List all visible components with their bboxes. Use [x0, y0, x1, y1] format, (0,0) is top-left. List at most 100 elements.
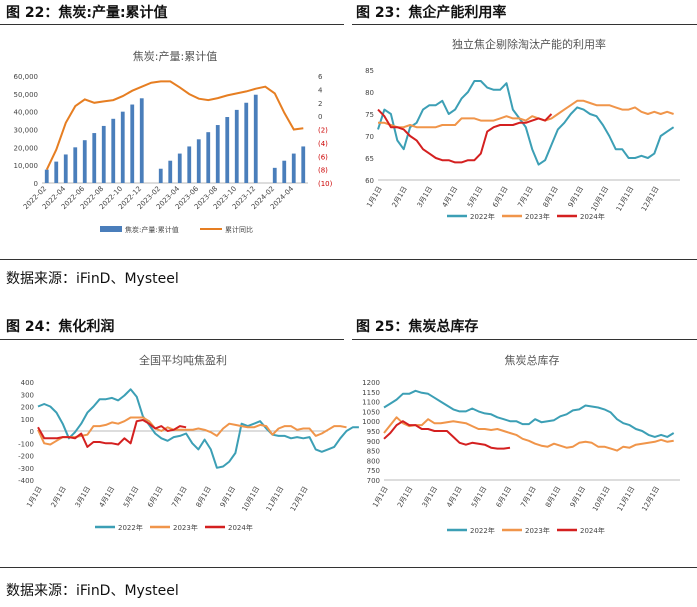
legend-label: 2024年: [580, 212, 605, 221]
bar: [225, 117, 230, 183]
chart-title: 焦炭总库存: [505, 353, 560, 367]
x-tick-label: 3月1日: [416, 185, 434, 209]
line-series-2022年: [377, 80, 675, 166]
x-tick-label: 4月1日: [441, 185, 459, 209]
figure-22-rule: [0, 24, 344, 25]
x-tick-label: 12月1日: [289, 485, 310, 513]
figure-24-title: 图 24：焦化利润: [6, 319, 115, 335]
x-tick-label: 2月1日: [391, 185, 409, 209]
y-tick-label: 100: [21, 416, 34, 424]
x-tick-label: 10月1日: [590, 185, 611, 213]
x-tick-label: 7月1日: [170, 485, 188, 509]
legend-label: 2024年: [580, 526, 605, 535]
coke-output-cumulative-chart: 焦炭:产量:累计值 0 10,000 20,000 30,000 40,000 50,000…: [14, 49, 333, 234]
legend-label: 2022年: [470, 212, 495, 221]
figure-23-rule: [352, 24, 697, 25]
y-right-tick-label: (2): [318, 127, 328, 135]
x-tick-label: 9月1日: [219, 485, 237, 509]
y-tick-label: 200: [21, 404, 34, 412]
coking-profit-chart: 全国平均吨焦盈利 -400 -300 -200 -100 0 100 200 300 400 1月1…: [18, 353, 359, 532]
bar: [206, 132, 211, 183]
y-tick-label: 1150: [362, 389, 380, 397]
line-series-2022年: [37, 388, 359, 469]
x-tick-label: 9月1日: [569, 485, 587, 509]
bar: [158, 168, 163, 183]
legend-label: 2023年: [173, 523, 198, 532]
x-tick-label: 5月1日: [470, 485, 488, 509]
bar: [82, 140, 87, 183]
legend-label: 2023年: [525, 212, 550, 221]
bar: [177, 153, 182, 183]
legend-label: 2024年: [228, 523, 253, 532]
x-tick-label: 10月1日: [241, 485, 262, 513]
y-tick-label: 1050: [362, 408, 380, 416]
y-tick-label: 750: [367, 467, 380, 475]
bar: [215, 125, 220, 183]
x-tick-label: 11月1日: [616, 485, 637, 513]
figure-25-title: 图 25：焦炭总库存: [356, 319, 479, 335]
top-data-source: 数据来源：iFinD、Mysteel: [6, 271, 179, 287]
x-tick-label: 10月1日: [591, 485, 612, 513]
line-series-yoy: [45, 80, 304, 171]
x-tick-label: 12月1日: [640, 185, 661, 213]
y-tick-label: 75: [365, 111, 374, 119]
line-series-2022年: [383, 389, 675, 438]
line-series-2023年: [378, 99, 674, 129]
x-tick-label: 3月1日: [74, 485, 92, 509]
y-right-tick-label: (8): [318, 167, 328, 175]
bar: [272, 167, 277, 183]
y-right-tick-label: 6: [318, 73, 323, 81]
x-tick-label: 1月1日: [365, 185, 383, 209]
bar: [196, 139, 201, 183]
x-tick-label: 2月1日: [396, 485, 414, 509]
figure-25-rule: [352, 339, 697, 340]
x-tick-label: 7月1日: [519, 485, 537, 509]
y-left-tick-label: 50,000: [14, 91, 39, 99]
line-series-2023年: [37, 416, 347, 446]
line-series-2024年: [37, 419, 187, 448]
y-tick-label: 800: [367, 457, 380, 465]
y-tick-label: -100: [18, 440, 34, 448]
y-tick-label: 1200: [362, 379, 380, 387]
legend-label: 2022年: [470, 526, 495, 535]
y-tick-label: 950: [367, 428, 380, 436]
x-tick-label: 6月1日: [146, 485, 164, 509]
y-right-tick-label: 0: [318, 113, 322, 121]
x-tick-label: 2月1日: [50, 485, 68, 509]
figure-22-title: 图 22：焦炭:产量:累计值: [6, 5, 168, 21]
x-tick-label: 6月1日: [491, 185, 509, 209]
x-tick-label: 4月1日: [98, 485, 116, 509]
bar: [244, 102, 249, 183]
legend-label: 2023年: [525, 526, 550, 535]
bottom-data-source: 数据来源：iFinD、Mysteel: [6, 583, 179, 599]
y-tick-label: 900: [367, 438, 380, 446]
y-tick-label: 400: [21, 379, 34, 387]
bottom-source-rule: [0, 567, 697, 568]
bar: [120, 111, 125, 183]
x-tick-label: 8月1日: [544, 485, 562, 509]
y-tick-label: 850: [367, 448, 380, 456]
x-tick-label: 3月1日: [421, 485, 439, 509]
bar: [253, 94, 258, 183]
x-tick-label: 11月1日: [265, 485, 286, 513]
y-left-tick-label: 10,000: [14, 162, 39, 170]
capacity-utilization-chart: 独立焦企剔除淘汰产能的利用率 60 65 70 75 80 85 1月1日 2月1日 3月1日 4月…: [365, 37, 680, 221]
line-series-2024年: [383, 420, 511, 450]
legend-label: 焦炭:产量:累计值: [125, 225, 179, 234]
legend-bar-swatch: [100, 226, 122, 232]
y-left-tick-label: 30,000: [14, 127, 39, 135]
x-tick-label: 12月1日: [640, 485, 661, 513]
y-right-tick-label: 4: [318, 86, 323, 94]
y-left-tick-label: 20,000: [14, 144, 39, 152]
x-tick-label: 4月1日: [445, 485, 463, 509]
x-tick-label: 1月1日: [371, 485, 389, 509]
bar: [168, 160, 173, 183]
figure-24-rule: [0, 339, 344, 340]
bar: [301, 146, 306, 183]
legend-label: 2022年: [118, 523, 143, 532]
x-tick-label: 5月1日: [122, 485, 140, 509]
bar: [111, 118, 116, 183]
x-tick-label: 11月1日: [615, 185, 636, 213]
y-left-tick-label: 60,000: [14, 73, 39, 81]
